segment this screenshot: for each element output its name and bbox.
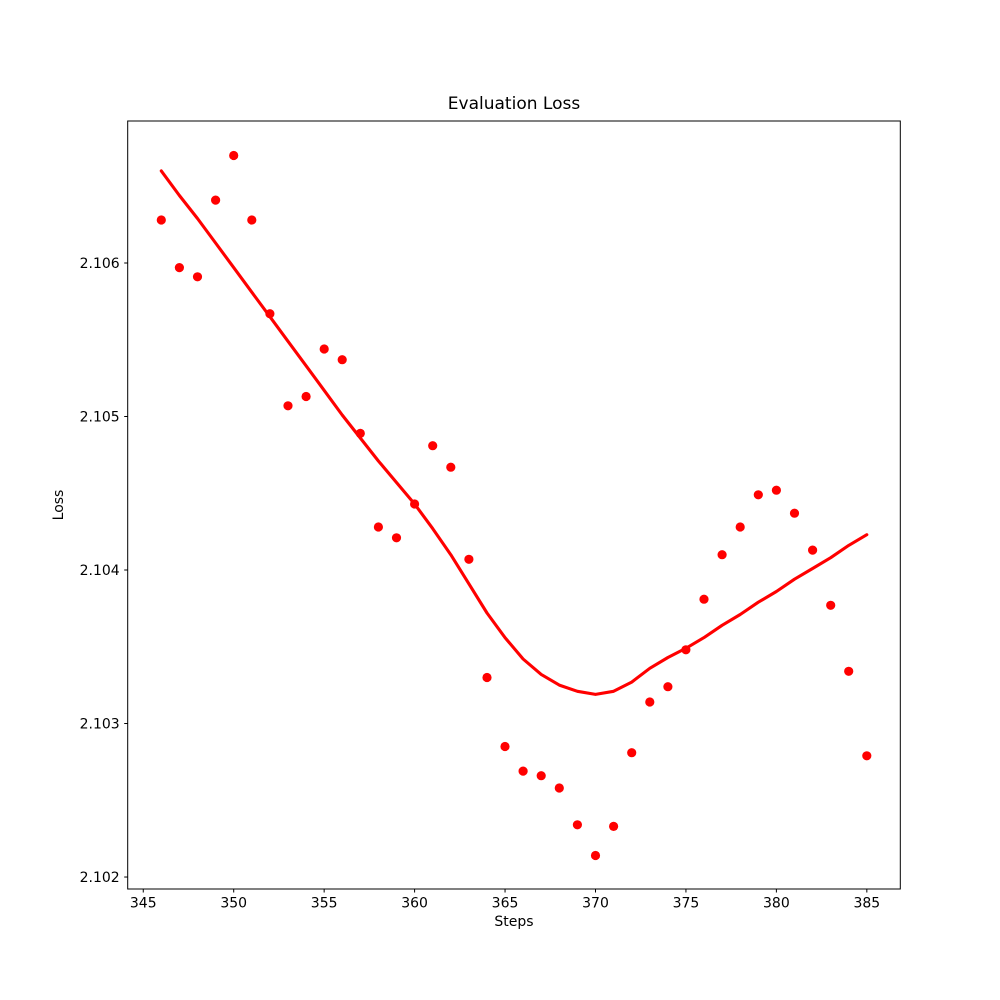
scatter-point xyxy=(735,522,745,532)
scatter-point xyxy=(717,550,727,560)
scatter-point xyxy=(771,485,782,495)
scatter-point xyxy=(554,783,564,793)
scatter-point xyxy=(681,645,691,655)
scatter-point xyxy=(174,263,184,273)
scatter-point xyxy=(536,771,546,781)
scatter-point xyxy=(627,748,637,758)
scatter-point xyxy=(391,533,402,543)
scatter-point xyxy=(699,594,709,604)
x-tick-label: 350 xyxy=(220,896,247,912)
scatter-point xyxy=(753,490,763,500)
scatter-point xyxy=(229,150,239,161)
x-axis-label: Steps xyxy=(494,914,533,930)
scatter-points xyxy=(156,150,872,861)
y-tick-label: 2.106 xyxy=(80,256,120,272)
x-tick-label: 345 xyxy=(130,896,157,912)
x-tick-label: 370 xyxy=(582,896,609,912)
y-tick-label: 2.105 xyxy=(80,410,120,426)
scatter-point xyxy=(301,391,311,402)
y-tick-label: 2.103 xyxy=(80,717,120,733)
scatter-point xyxy=(192,272,203,282)
y-tick-label: 2.102 xyxy=(80,870,120,886)
plot-area xyxy=(127,120,901,890)
y-axis-label: Loss xyxy=(51,490,67,521)
scatter-point xyxy=(844,666,854,676)
x-tick-label: 385 xyxy=(853,896,880,912)
scatter-point xyxy=(609,821,619,832)
scatter-point xyxy=(265,309,275,319)
scatter-point xyxy=(410,499,420,509)
scatter-point xyxy=(789,508,800,518)
scatter-point xyxy=(500,741,510,752)
scatter-point xyxy=(645,697,655,707)
scatter-point xyxy=(808,545,818,555)
x-tick-label: 355 xyxy=(311,896,338,912)
scatter-point xyxy=(862,751,872,761)
x-tick-label: 380 xyxy=(763,896,790,912)
scatter-point xyxy=(826,600,836,610)
x-tick-label: 365 xyxy=(492,896,519,912)
scatter-point xyxy=(247,215,257,225)
scatter-point xyxy=(464,554,474,564)
scatter-point xyxy=(156,215,166,225)
x-tick-label: 360 xyxy=(401,896,428,912)
scatter-point xyxy=(590,850,601,861)
scatter-point xyxy=(337,355,347,365)
scatter-point xyxy=(428,441,438,451)
y-tick-label: 2.104 xyxy=(80,563,120,579)
x-tick-label: 375 xyxy=(673,896,700,912)
scatter-point xyxy=(518,766,528,776)
trend-line xyxy=(159,169,869,696)
chart-title: Evaluation Loss xyxy=(448,94,581,114)
scatter-point xyxy=(319,344,329,354)
scatter-point xyxy=(283,401,293,411)
y-axis-ticks: 2.102 2.103 2.104 2.105 2.106 xyxy=(80,256,128,886)
x-axis-ticks: 345 350 355 360 365 370 375 380 385 xyxy=(130,889,880,912)
scatter-point xyxy=(355,428,365,438)
scatter-point xyxy=(211,195,221,205)
scatter-point xyxy=(663,682,673,692)
scatter-point xyxy=(373,522,383,532)
scatter-point xyxy=(446,462,456,472)
scatter-point xyxy=(572,820,583,830)
scatter-point xyxy=(482,672,492,683)
